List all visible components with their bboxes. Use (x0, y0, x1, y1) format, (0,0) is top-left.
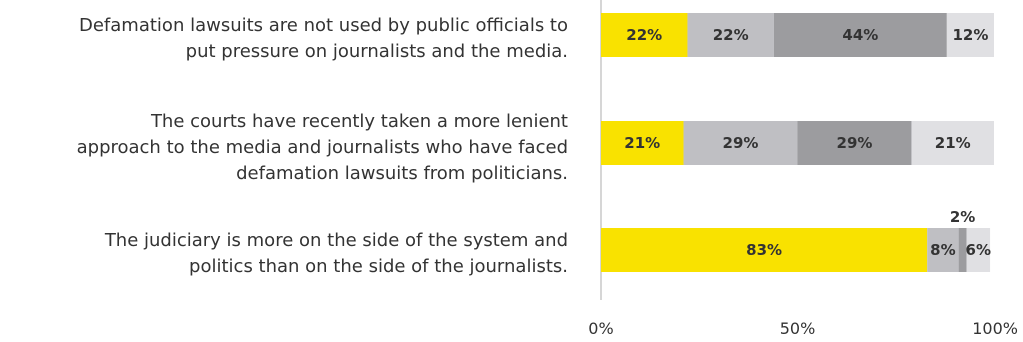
x-tick-label: 50% (780, 319, 816, 338)
data-label: 12% (952, 26, 988, 44)
data-label: 8% (930, 241, 955, 259)
x-tick-label: 0% (588, 319, 613, 338)
data-label: 22% (626, 26, 662, 44)
data-label: 83% (746, 241, 782, 259)
data-label: 44% (842, 26, 878, 44)
data-label: 2% (950, 208, 975, 226)
data-label: 29% (837, 134, 873, 152)
data-label: 22% (713, 26, 749, 44)
x-tick-label: 100% (972, 319, 1018, 338)
data-label: 29% (723, 134, 759, 152)
data-label: 6% (966, 241, 991, 259)
data-label: 21% (935, 134, 971, 152)
data-label: 21% (624, 134, 660, 152)
